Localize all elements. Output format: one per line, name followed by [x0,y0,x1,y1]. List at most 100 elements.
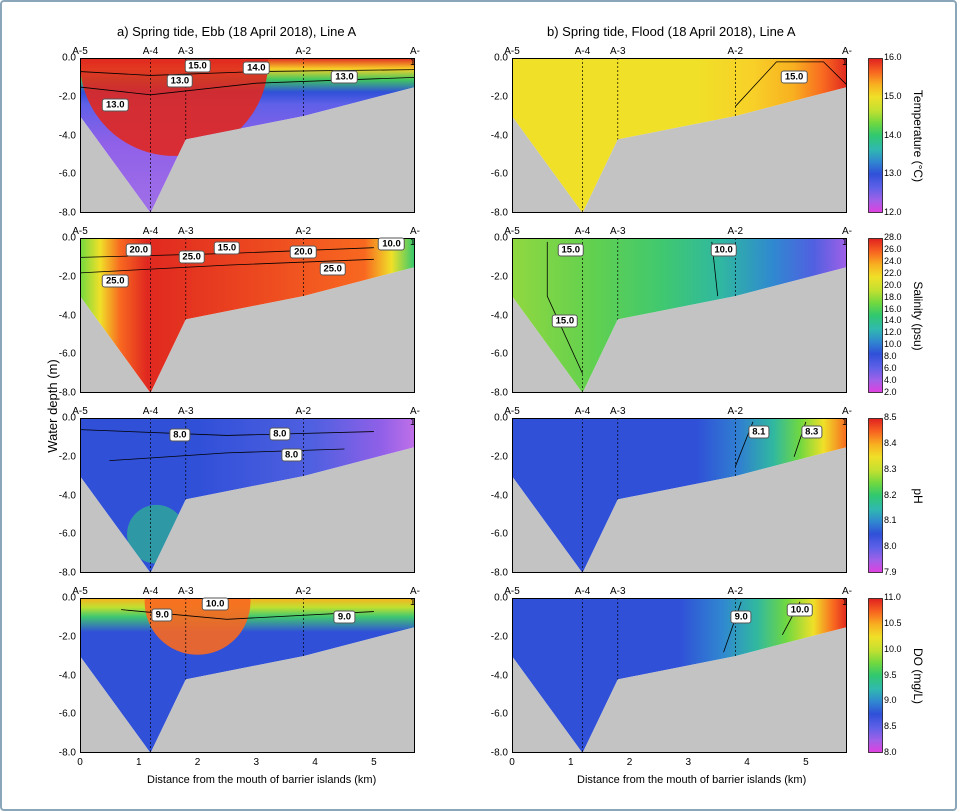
colorbar-tick: 14.0 [884,315,902,325]
y-tick: -8.0 [478,208,512,219]
x-tick: 3 [686,757,692,768]
colorbar-tick: 20.0 [884,280,902,290]
contour-label: 20.0 [126,243,153,256]
station-label: A-3 [610,46,626,57]
y-tick: -2.0 [478,451,512,462]
contour-label: 8.0 [269,427,290,440]
contour-label: 25.0 [319,263,346,276]
station-label: A-2 [728,586,744,597]
y-tick: -8.0 [478,388,512,399]
contour-label: 13.0 [102,98,129,111]
station-label: A-4 [575,406,591,417]
x-tick: 1 [568,757,574,768]
colorbar-tick: 16.0 [884,304,902,314]
y-tick: -4.0 [46,310,80,321]
y-tick: -6.0 [478,169,512,180]
colorbar-tick: 4.0 [884,375,897,385]
panel-ph-flood: A-5A-4A-3A-2A-10.0-2.0-4.0-6.0-8.08.18.3 [512,418,847,573]
y-tick: -4.0 [478,490,512,501]
x-tick: 2 [195,757,201,768]
y-tick: -2.0 [478,271,512,282]
colorbar-tick: 18.0 [884,292,902,302]
colorbar-tick: 22.0 [884,268,902,278]
colorbar-tick: 16.0 [884,52,902,62]
y-tick: -6.0 [478,349,512,360]
panel-do-ebb: A-5A-4A-3A-2A-10.0-2.0-4.0-6.0-8.0012345… [80,598,415,753]
colorbar-tick: 8.0 [884,351,897,361]
contour-label: 8.1 [748,425,769,438]
x-tick: 5 [371,757,377,768]
station-label: A-4 [575,226,591,237]
station-label: A-4 [143,586,159,597]
colorbar-ph: 7.98.08.18.28.38.48.5pH [868,418,938,573]
column-title-a: a) Spring tide, Ebb (18 April 2018), Lin… [117,24,356,39]
station-label: A-1 [410,46,420,68]
y-tick: -4.0 [478,130,512,141]
colorbar-tick: 8.5 [884,721,897,731]
x-tick: 2 [627,757,633,768]
colorbar-tick: 26.0 [884,244,902,254]
station-label: A-1 [842,46,852,68]
colorbar-tick: 2.0 [884,387,897,397]
station-label: A-4 [143,46,159,57]
contour-label: 15.0 [184,59,211,72]
y-tick: -6.0 [46,529,80,540]
contour-label: 8.0 [169,429,190,442]
station-label: A-2 [728,46,744,57]
station-label: A-1 [410,226,420,248]
colorbar-tick: 8.4 [884,438,897,448]
y-tick: -2.0 [478,631,512,642]
contour-label: 8.3 [801,425,822,438]
colorbar-tick: 10.0 [884,339,902,349]
station-label: A-2 [296,406,312,417]
y-tick: -6.0 [478,709,512,720]
colorbar-tick: 12.0 [884,207,902,217]
station-label: A-3 [178,226,194,237]
y-tick: -8.0 [46,748,80,759]
y-tick: 0.0 [46,53,80,64]
colorbar-tick: 9.5 [884,670,897,680]
contour-label: 13.0 [167,75,194,88]
y-tick: 0.0 [46,593,80,604]
station-label: A-3 [610,586,626,597]
panel-salinity-ebb: A-5A-4A-3A-2A-10.0-2.0-4.0-6.0-8.020.025… [80,238,415,393]
contour-label: 15.0 [558,243,585,256]
station-label: A-1 [842,406,852,428]
colorbar-tick: 8.0 [884,541,897,551]
colorbar-tick: 14.0 [884,130,902,140]
colorbar-tick: 8.3 [884,464,897,474]
y-tick: -8.0 [46,568,80,579]
contour-label: 9.0 [334,611,355,624]
x-tick: 4 [312,757,318,768]
x-axis-label-left: Distance from the mouth of barrier islan… [147,774,376,786]
station-label: A-2 [296,226,312,237]
y-tick: -4.0 [46,130,80,141]
colorbar-label: Salinity (psu) [911,281,925,350]
colorbar-label: DO (mg/L) [911,647,925,703]
colorbar-tick: 15.0 [884,91,902,101]
y-tick: -8.0 [46,388,80,399]
colorbar-tick: 8.1 [884,515,897,525]
y-tick: -4.0 [46,670,80,681]
contour-label: 10.0 [787,603,814,616]
station-label: A-2 [728,406,744,417]
station-label: A-1 [410,586,420,608]
colorbar-tick: 10.0 [884,644,902,654]
colorbar-tick: 10.5 [884,618,902,628]
contour-label: 10.0 [202,597,229,610]
contour-label: 10.0 [378,237,405,250]
station-label: A-2 [728,226,744,237]
station-label: A-1 [842,586,852,608]
colorbar-tick: 8.0 [884,747,897,757]
x-tick: 1 [136,757,142,768]
colorbar-tick: 7.9 [884,567,897,577]
contour-label: 9.0 [731,611,752,624]
contour-label: 15.0 [781,71,808,84]
colorbar-tick: 9.0 [884,695,897,705]
x-tick: 4 [744,757,750,768]
colorbar-temperature: 12.013.014.015.016.0Temperature (°C) [868,58,938,213]
y-tick: 0.0 [478,593,512,604]
colorbar-tick: 11.0 [884,592,901,602]
station-label: A-4 [575,46,591,57]
y-tick: -6.0 [478,529,512,540]
